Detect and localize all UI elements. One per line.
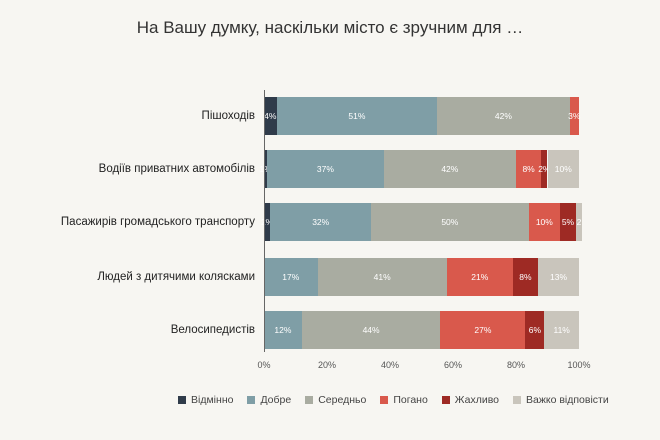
bar-segment [525,311,545,349]
legend-swatch [441,396,450,404]
x-tick-label: 40% [380,360,400,370]
data-label: 32% [312,217,330,227]
x-tick-label: 60% [443,360,463,370]
legend-label: Добре [260,394,292,406]
bar-segment [301,311,441,349]
data-label: 21% [471,272,489,282]
bar-segment [264,203,271,241]
legend-item: Погано [380,394,428,406]
legend-swatch [513,396,521,404]
data-label: 6% [528,325,542,335]
legend-item: Відмінно [178,394,233,406]
data-label: 8% [519,272,532,282]
bar-segment [371,203,529,241]
data-label: 42% [494,111,512,121]
x-tick-label: 20% [317,360,337,370]
legend-swatch [247,396,256,404]
chart-title: На Вашу думку, наскільки місто є зручним… [136,18,524,37]
data-label: 10% [535,217,553,227]
bar-segment [446,258,513,296]
bar-segment [541,150,548,188]
data-label: 2% [260,217,274,227]
data-label: 11% [553,325,570,335]
bar-segment [528,203,561,241]
bar-segment [267,150,384,188]
bar-segment [317,258,447,296]
x-tick-label: 0% [257,360,271,370]
bar-segment [512,258,539,296]
data-label: 1% [259,164,272,174]
legend-label: Погано [393,394,428,406]
legend-item: Жахливо [441,394,499,406]
x-tick-label: 80% [506,360,526,370]
data-label: 51% [348,111,366,121]
data-label: 2 [576,217,582,227]
data-label: 10% [554,164,572,174]
data-label: 41% [373,272,391,282]
category-label: Пішоходів [201,110,255,122]
bar-segment [437,97,570,135]
bar-segment [440,311,526,349]
legend-swatch [178,396,186,404]
bar-segment [264,311,302,349]
data-label: 42% [441,164,459,174]
data-label: 5% [561,217,575,227]
legend-label: Важко відповісти [526,394,609,406]
bar-segment [264,150,268,188]
bar-segment [560,203,576,241]
bar-segment [569,97,579,135]
category-label: Людей з дитячими колясками [97,271,255,283]
bar-segment [270,203,372,241]
legend-swatch [305,396,314,404]
bar-segment [276,97,438,135]
legend: Відмінно Добре Середньо Погано Жахливо Важко … [178,394,609,406]
bar-segment [264,258,318,296]
data-label: 13% [550,272,568,282]
category-label: Водіїв приватних автомобілів [98,163,255,175]
data-label: 3% [568,111,581,121]
category-label: Пасажирів громадського транспорту [60,216,255,228]
bar-segment [516,150,542,188]
data-label: 37% [316,164,334,174]
data-label: 4% [264,111,277,121]
legend-item: Важко відповісти [513,394,609,406]
legend-label: Середньо [318,394,367,406]
data-label: 50% [441,217,459,227]
y-axis-line [264,90,265,352]
bar-segment [544,311,579,349]
x-tick-label: 100% [567,360,591,370]
category-label: Велосипедистів [170,324,255,336]
data-label: 8% [522,164,535,174]
data-label: 2% [538,164,551,174]
bar-segment [383,150,516,188]
legend-label: Відмінно [191,394,234,406]
data-label: 12% [274,325,292,335]
bar-segment [547,150,579,188]
legend-item: Середньо [305,394,366,406]
legend-swatch [380,396,389,404]
legend-label: Жахливо [454,394,499,406]
data-label: 17% [282,272,300,282]
data-label: 44% [362,325,380,335]
data-label: 27% [474,325,492,335]
bar-segment [538,258,579,296]
bar-segment [575,203,583,241]
bar-segment [264,97,277,135]
legend-item: Добре [247,394,291,406]
